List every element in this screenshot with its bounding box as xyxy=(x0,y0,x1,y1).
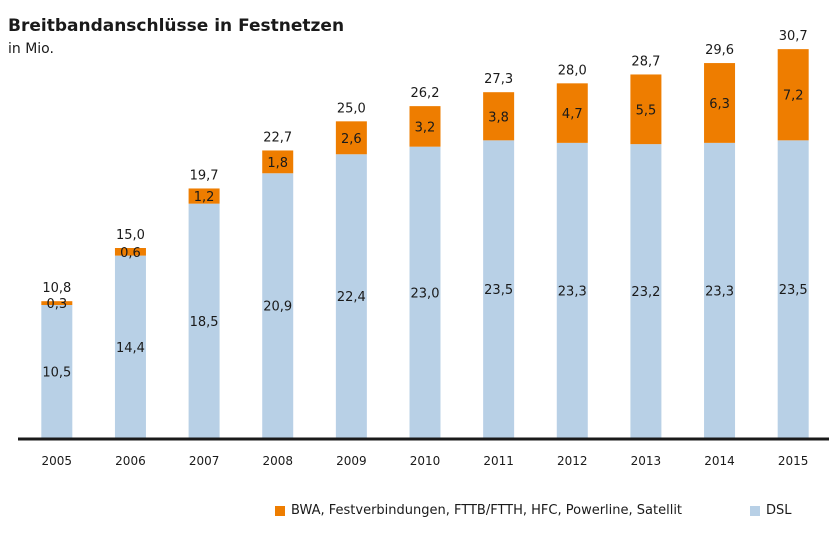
x-tick-label-2005: 2005 xyxy=(42,454,73,468)
bar-dsl-2006 xyxy=(114,255,146,438)
bar-other-2013 xyxy=(630,74,662,145)
data-label-dsl-2012: 23,3 xyxy=(558,284,587,299)
bar-other-2009 xyxy=(335,121,367,155)
legend-label-dsl: DSL xyxy=(766,503,792,518)
x-tick-label-2006: 2006 xyxy=(115,454,146,468)
bar-dsl-2012 xyxy=(556,142,588,438)
bar-dsl-2015 xyxy=(777,140,809,439)
data-label-dsl-2006: 14,4 xyxy=(116,341,145,356)
data-label-other-2008: 1,8 xyxy=(267,156,288,171)
x-tick-label-2014: 2014 xyxy=(704,454,735,468)
x-tick-label-2011: 2011 xyxy=(483,454,514,468)
x-tick-label-2013: 2013 xyxy=(631,454,662,468)
total-label-2012: 28,0 xyxy=(558,63,587,78)
chart-title: Breitbandanschlüsse in Festnetzen xyxy=(8,16,345,36)
data-label-dsl-2008: 20,9 xyxy=(263,300,292,315)
data-label-dsl-2011: 23,5 xyxy=(484,283,513,298)
total-label-2010: 26,2 xyxy=(411,86,440,101)
x-tick-label-2009: 2009 xyxy=(336,454,367,468)
total-label-2013: 28,7 xyxy=(631,54,660,69)
bar-dsl-2013 xyxy=(630,144,662,438)
chart-subtitle: in Mio. xyxy=(8,41,54,57)
data-label-dsl-2005: 10,5 xyxy=(42,366,71,381)
total-label-2015: 30,7 xyxy=(779,29,808,44)
x-tick-label-2012: 2012 xyxy=(557,454,588,468)
legend-swatch-dsl xyxy=(750,505,761,516)
bar-other-2015 xyxy=(777,49,809,141)
data-label-dsl-2015: 23,5 xyxy=(779,283,808,298)
total-label-2005: 10,8 xyxy=(42,281,71,296)
bar-dsl-2008 xyxy=(262,173,294,438)
total-label-2007: 19,7 xyxy=(190,168,219,183)
data-label-other-2014: 6,3 xyxy=(709,97,730,112)
bar-other-2010 xyxy=(409,106,441,147)
data-label-other-2005: 0,3 xyxy=(46,297,67,312)
bar-dsl-2010 xyxy=(409,146,441,438)
bar-dsl-2014 xyxy=(704,142,736,438)
data-label-dsl-2009: 22,4 xyxy=(337,290,366,305)
legend: BWA, Festverbindungen, FTTB/FTTH, HFC, P… xyxy=(275,503,835,518)
total-label-2014: 29,6 xyxy=(705,43,734,58)
bar-other-2008 xyxy=(262,150,294,174)
bar-other-2005 xyxy=(41,301,73,305)
data-label-other-2006: 0,6 xyxy=(120,246,141,261)
x-tick-label-2007: 2007 xyxy=(189,454,220,468)
data-label-other-2009: 2,6 xyxy=(341,132,362,147)
data-label-other-2010: 3,2 xyxy=(415,120,436,135)
bar-dsl-2011 xyxy=(483,140,515,439)
bar-other-2006 xyxy=(114,248,146,256)
data-label-other-2011: 3,8 xyxy=(488,110,509,125)
total-label-2006: 15,0 xyxy=(116,228,145,243)
x-tick-label-2015: 2015 xyxy=(778,454,809,468)
total-label-2009: 25,0 xyxy=(337,101,366,116)
bar-other-2007 xyxy=(188,188,220,204)
bar-dsl-2009 xyxy=(335,154,367,438)
legend-swatch-other xyxy=(275,505,285,516)
x-tick-label-2010: 2010 xyxy=(410,454,441,468)
bar-dsl-2007 xyxy=(188,203,220,438)
data-label-dsl-2007: 18,5 xyxy=(190,315,219,330)
data-label-dsl-2010: 23,0 xyxy=(411,286,440,301)
total-label-2008: 22,7 xyxy=(263,130,292,145)
bar-other-2014 xyxy=(704,63,736,143)
bar-dsl-2005 xyxy=(41,305,73,438)
legend-label-other: BWA, Festverbindungen, FTTB/FTTH, HFC, P… xyxy=(291,503,683,518)
data-label-other-2012: 4,7 xyxy=(562,107,583,122)
data-label-other-2007: 1,2 xyxy=(194,190,215,205)
data-label-dsl-2013: 23,2 xyxy=(631,285,660,300)
total-label-2011: 27,3 xyxy=(484,72,513,87)
x-tick-label-2008: 2008 xyxy=(262,454,293,468)
legend-item-dsl: DSL xyxy=(750,503,792,518)
data-label-dsl-2014: 23,3 xyxy=(705,284,734,299)
data-label-other-2013: 5,5 xyxy=(636,103,657,118)
bar-other-2011 xyxy=(483,92,515,141)
bar-other-2012 xyxy=(556,83,588,143)
data-label-other-2015: 7,2 xyxy=(783,89,804,104)
legend-item-other: BWA, Festverbindungen, FTTB/FTTH, HFC, P… xyxy=(275,503,682,518)
